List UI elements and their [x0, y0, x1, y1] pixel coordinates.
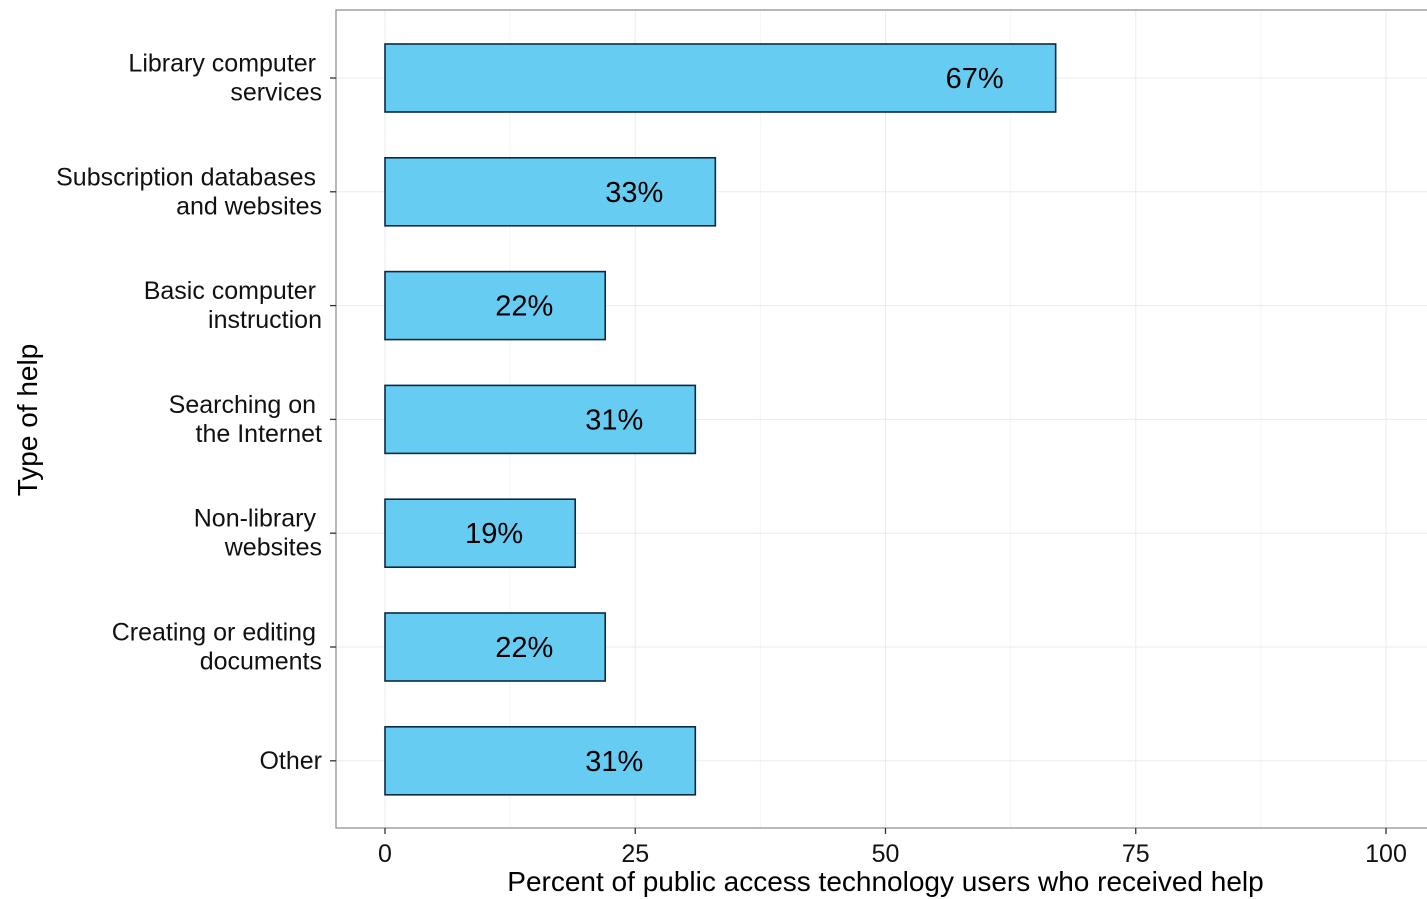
x-axis-title: Percent of public access technology user… [507, 866, 1263, 897]
category-label: websites [224, 534, 322, 562]
bar [384, 612, 607, 682]
category-label: and websites [176, 192, 322, 220]
category-label: documents [200, 648, 322, 676]
bar-value-label: 22% [495, 632, 553, 664]
x-tick-label: 75 [1122, 840, 1150, 868]
x-tick-label: 25 [621, 840, 649, 868]
bar-value-label: 31% [585, 404, 643, 436]
category-label: Basic computer [144, 277, 316, 305]
category-label: Non-library [194, 505, 317, 533]
bar-value-label: 31% [585, 746, 643, 778]
bar-value-label: 33% [605, 177, 663, 209]
category-label: services [230, 79, 322, 107]
x-tick-label: 0 [378, 840, 392, 868]
bar [384, 43, 1057, 113]
bar-value-label: 67% [946, 63, 1004, 95]
bar [384, 725, 697, 796]
category-label: Creating or editing [112, 619, 316, 647]
category-label: Library computer [128, 50, 316, 78]
bar [384, 157, 717, 227]
category-label: the Internet [196, 420, 323, 448]
x-tick-label: 100 [1365, 840, 1407, 868]
bar [384, 498, 576, 569]
bars [384, 43, 1057, 796]
y-axis-title: Type of help [12, 344, 43, 497]
x-tick-label: 50 [872, 840, 900, 868]
bar [384, 384, 697, 455]
x-axis: 0 25 50 75 100 [378, 828, 1407, 868]
bar [384, 270, 607, 341]
category-label: Other [259, 747, 322, 775]
category-label: instruction [208, 306, 322, 334]
category-label: Subscription databases [56, 163, 316, 191]
bar-labels: 67% 33% 22% 31% 19% 22% 31% [465, 63, 1004, 778]
category-label: Searching on [169, 391, 316, 419]
bar-value-label: 22% [495, 291, 553, 323]
bar-value-label: 19% [465, 518, 523, 550]
